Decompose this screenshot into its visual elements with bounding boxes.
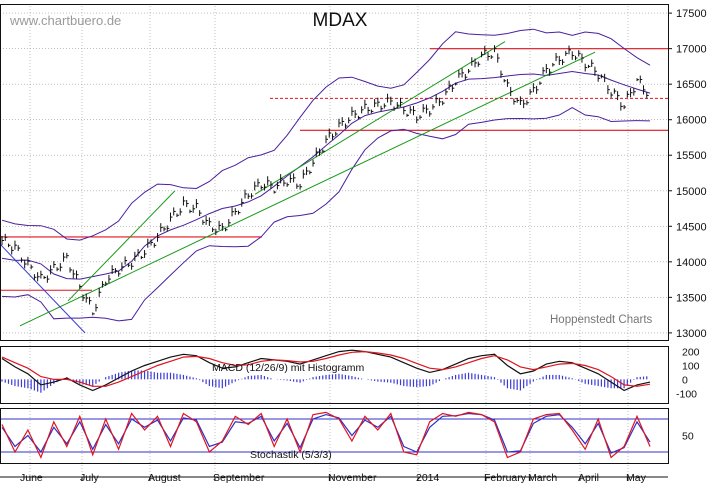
panel-frames: [0, 4, 669, 478]
x-tick-label: April: [578, 472, 599, 484]
panel-frame: [0, 346, 669, 404]
watermark: www.chartbuero.de: [9, 13, 121, 28]
macd-signal-line: [1, 350, 651, 387]
price-y-tick-label: 17500: [676, 8, 707, 20]
price-y-tick-label: 14000: [676, 257, 707, 269]
bollinger-bands: [1, 28, 651, 322]
price-bars: [1, 45, 649, 316]
price-y-tick-label: 16500: [676, 79, 707, 91]
price-y-axis: 17500 17000 16500 16000 15500 15000 14500 14000…: [668, 8, 707, 340]
price-y-tick-label: 13000: [676, 328, 707, 340]
stochastik-y-axis: 50: [682, 431, 694, 443]
bollinger-lower: [1, 107, 651, 322]
x-tick-label: July: [80, 472, 99, 484]
credit-label: Hoppenstedt Charts: [550, 314, 653, 326]
stochastik-bands: [0, 418, 668, 453]
macd-panel: MACD (12/26/9) mit Histogramm: [1, 349, 651, 393]
price-y-tick-label: 15000: [676, 186, 707, 198]
macd-label: MACD (12/26/9) mit Histogramm: [212, 362, 365, 374]
stochastik-d-line: [1, 412, 651, 454]
trend-line-upper: [254, 41, 506, 195]
x-tick-label: June: [20, 472, 43, 484]
stochastik-label: Stochastik (5/3/3): [250, 449, 332, 461]
macd-line: [1, 349, 651, 392]
panel-frame: [0, 4, 669, 341]
bollinger-upper: [1, 28, 651, 241]
price-y-tick-label: 15500: [676, 150, 707, 162]
x-tick-label: 2014: [416, 472, 440, 484]
grid-lines: [0, 6, 668, 475]
price-y-tick-label: 17000: [676, 44, 707, 56]
x-tick-label: August: [148, 472, 181, 484]
trend-line-short: [67, 190, 176, 302]
panel-frame: [0, 408, 669, 464]
x-tick-label: February: [484, 472, 527, 484]
x-tick-label: May: [626, 472, 647, 484]
x-tick-label: November: [328, 472, 377, 484]
horizontal-levels: [0, 48, 668, 291]
x-tick-label: March: [528, 472, 557, 484]
stochastik-panel: Stochastik (5/3/3): [0, 411, 668, 461]
macd-y-tick-label: 100: [682, 360, 700, 372]
stochastik-y-tick-label: 50: [682, 431, 694, 443]
chart-title: MDAX: [313, 10, 368, 31]
bollinger-middle: [1, 70, 651, 280]
macd-y-tick-label: 0: [682, 374, 688, 386]
trend-line-long: [19, 51, 596, 327]
stochastik-k-line: [1, 411, 651, 460]
trend-lines: [0, 41, 596, 334]
price-y-tick-label: 13500: [676, 292, 707, 304]
price-panel: MDAX www.chartbuero.de Hoppenstedt Chart…: [0, 10, 668, 334]
x-axis: June July August September November 2014 Febru…: [20, 472, 647, 484]
macd-y-tick-label: 200: [682, 347, 700, 359]
trend-line-down: [0, 243, 86, 334]
macd-y-tick-label: -100: [676, 388, 697, 400]
x-tick-label: September: [213, 472, 265, 484]
price-y-tick-label: 14500: [676, 221, 707, 233]
price-y-tick-label: 16000: [676, 115, 707, 127]
